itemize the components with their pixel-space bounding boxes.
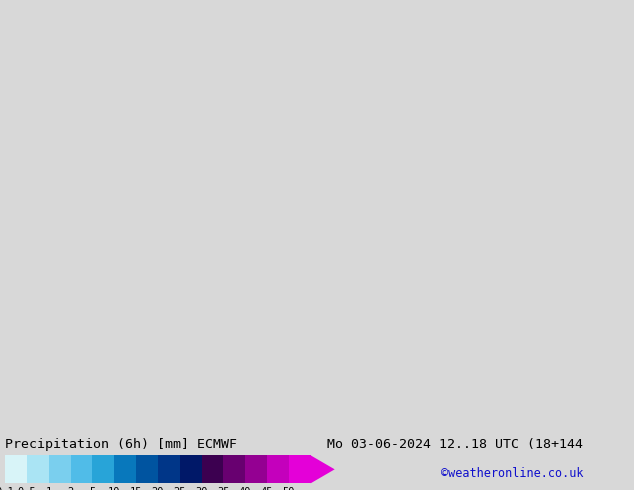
Bar: [136, 455, 158, 483]
Text: 1: 1: [46, 487, 52, 490]
Bar: [5, 455, 27, 483]
Text: 0.5: 0.5: [18, 487, 36, 490]
Bar: [114, 455, 136, 483]
Text: 40: 40: [239, 487, 252, 490]
Bar: [223, 455, 245, 483]
Bar: [289, 455, 311, 483]
Bar: [202, 455, 223, 483]
Text: 0.1: 0.1: [0, 487, 15, 490]
Bar: [49, 455, 70, 483]
Text: 10: 10: [108, 487, 120, 490]
Text: 15: 15: [130, 487, 142, 490]
Bar: [27, 455, 49, 483]
Text: 5: 5: [89, 487, 96, 490]
Text: 25: 25: [174, 487, 186, 490]
Bar: [267, 455, 289, 483]
Bar: [158, 455, 179, 483]
Polygon shape: [311, 455, 335, 483]
Bar: [179, 455, 202, 483]
Text: ©weatheronline.co.uk: ©weatheronline.co.uk: [441, 467, 583, 480]
Bar: [70, 455, 93, 483]
Text: 30: 30: [195, 487, 208, 490]
Text: Precipitation (6h) [mm] ECMWF: Precipitation (6h) [mm] ECMWF: [5, 438, 237, 451]
Text: Mo 03-06-2024 12..18 UTC (18+144: Mo 03-06-2024 12..18 UTC (18+144: [327, 438, 583, 451]
Bar: [93, 455, 114, 483]
Text: 2: 2: [67, 487, 74, 490]
Text: 50: 50: [283, 487, 295, 490]
Text: 20: 20: [152, 487, 164, 490]
Text: 45: 45: [261, 487, 273, 490]
Bar: [245, 455, 267, 483]
Text: 35: 35: [217, 487, 230, 490]
